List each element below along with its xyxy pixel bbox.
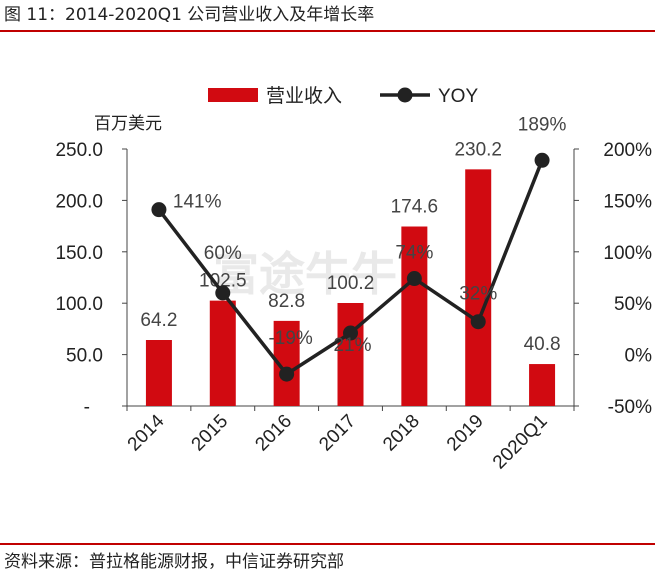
x-axis: 2014 2015 2016 2017 2018 2019 2020Q1 [124,406,575,474]
yoy-point [534,152,550,168]
y-right-tick-label: 100% [603,243,652,264]
yoy-point-label: 21% [333,335,371,356]
y-right-axis: -50% 0% 50% 100% 150% 200% [574,140,652,418]
y-right-tick-label: 0% [625,346,653,367]
x-tick-label: 2020Q1 [489,411,552,474]
revenue-bar-label: 40.8 [524,334,561,355]
y-left-tick-label: 250.0 [55,140,103,161]
x-tick-label: 2017 [315,411,360,456]
yoy-series [151,152,550,382]
y-left-tick-label: 150.0 [55,243,103,264]
y-right-tick-label: 150% [603,191,652,212]
revenue-bar-label: 230.2 [454,139,502,160]
figure-title: 图 11：2014-2020Q1 公司营业收入及年增长率 [4,5,375,25]
revenue-bar [465,169,492,406]
x-tick-label: 2019 [443,411,488,456]
x-tick-label: 2016 [251,411,296,456]
revenue-bar [401,226,428,406]
source-rule [0,543,655,545]
y-right-tick-label: 200% [603,140,652,161]
y-left-axis: - 50.0 100.0 150.0 200.0 250.0 [55,140,127,418]
revenue-bar-label: 174.6 [391,197,439,218]
source-note: 资料来源：普拉格能源财报，中信证券研究部 [4,552,344,572]
legend-line-label: YOY [438,86,478,107]
yoy-point-label: 74% [395,243,433,264]
legend-line-marker [397,87,413,103]
x-tick-label: 2015 [188,411,233,456]
revenue-bar [529,364,556,406]
yoy-point-label: 32% [459,284,497,305]
x-tick-label: 2014 [124,410,169,455]
yoy-point [406,271,422,287]
yoy-point-label: 60% [204,243,242,264]
y-left-unit-label: 百万美元 [94,114,162,133]
y-left-tick-label: 200.0 [55,191,103,212]
yoy-point [343,325,358,341]
watermark: 富途牛牛 [213,248,397,300]
yoy-labels: 141% 60% -19% 21% 74% 32% 189% [173,114,567,356]
bar-series [145,169,556,406]
revenue-bar [209,300,236,406]
revenue-bar [337,302,364,406]
title-rule [0,30,655,32]
y-left-tick-label: 100.0 [55,294,103,315]
x-tick-label: 2018 [379,411,424,456]
yoy-point-label: 141% [173,192,222,213]
yoy-point [279,366,295,382]
y-right-tick-label: -50% [608,397,652,418]
yoy-point [215,285,231,301]
yoy-point-label: 189% [518,114,567,135]
y-right-tick-label: 50% [614,294,652,315]
y-left-tick-label: 50.0 [66,346,103,367]
y-left-tick-label: - [84,397,90,418]
yoy-point [151,202,167,218]
legend-bar-swatch [208,88,258,102]
legend: 营业收入 YOY [208,85,478,107]
revenue-bar-label: 82.8 [268,291,305,312]
revenue-bar-label: 100.2 [327,273,375,294]
revenue-bar-label: 64.2 [140,310,177,331]
yoy-point-label: -19% [268,328,312,349]
revenue-bar [145,340,172,406]
yoy-point [470,314,486,330]
legend-bar-label: 营业收入 [266,85,342,107]
